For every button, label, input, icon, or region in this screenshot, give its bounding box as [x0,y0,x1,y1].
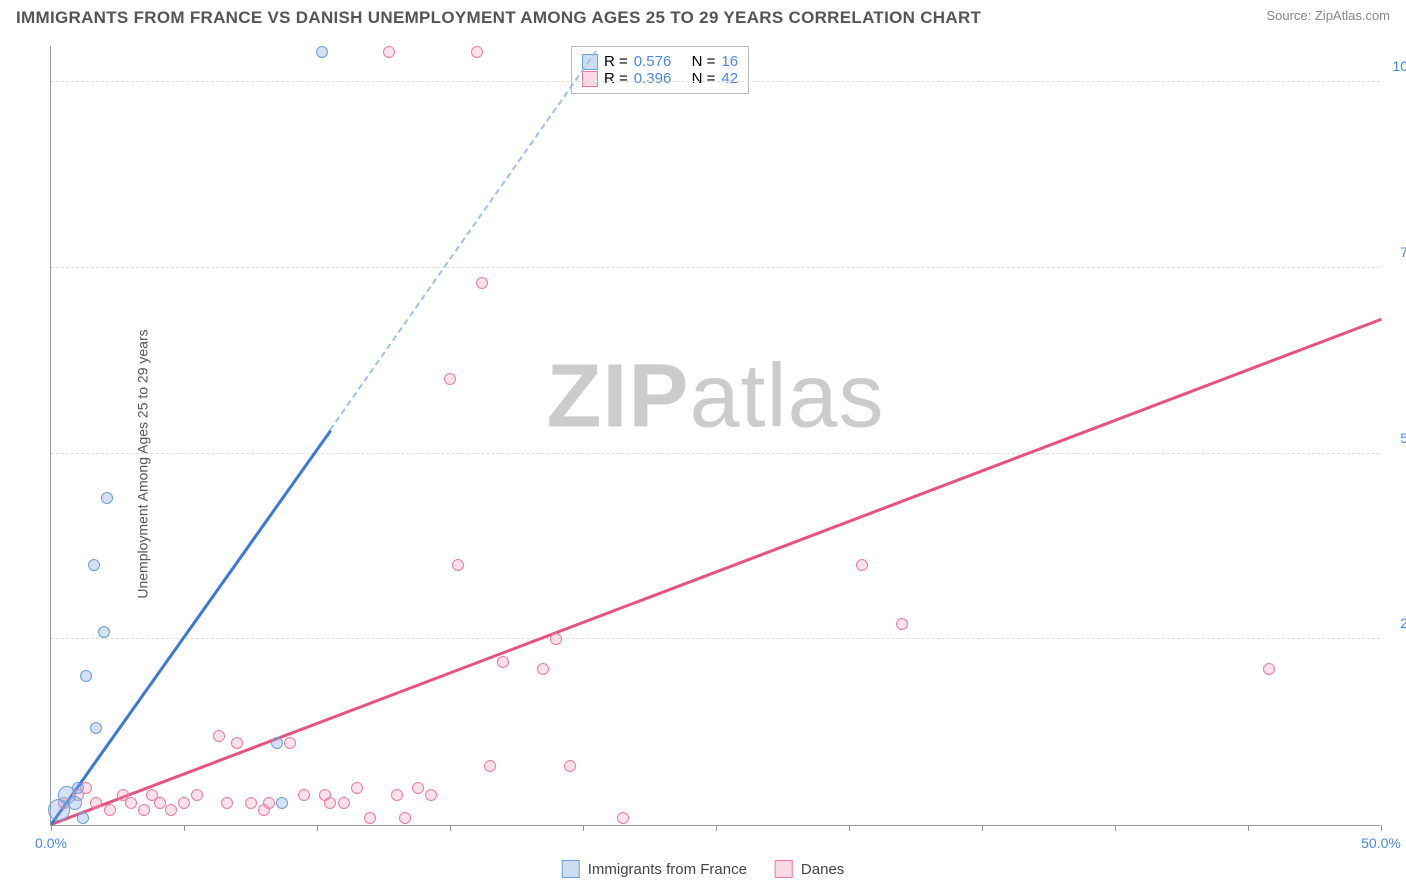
legend-series: Immigrants from France Danes [562,860,845,878]
data-point [90,797,102,809]
data-point [497,656,509,668]
data-point [476,277,488,289]
trend-line [329,51,597,431]
legend-swatch-blue [562,860,580,878]
data-point [351,782,363,794]
trend-line [50,429,331,824]
legend-swatch-pink [775,860,793,878]
gridline [51,81,1380,82]
plot-area: ZIPatlas R = 0.576 N = 16 R = 0.396 N = … [50,46,1380,826]
data-point [896,618,908,630]
watermark: ZIPatlas [546,345,884,448]
x-tick [1381,825,1382,831]
data-point [104,804,116,816]
data-point [72,782,84,794]
data-point [484,760,496,772]
data-point [276,797,288,809]
trend-line [51,317,1382,824]
data-point [80,670,92,682]
data-point [1263,663,1275,675]
data-point [391,789,403,801]
data-point [98,626,110,638]
x-tick [716,825,717,831]
data-point [165,804,177,816]
data-point [399,812,411,824]
data-point [271,737,283,749]
y-tick-label: 75.0% [1385,244,1406,260]
data-point [452,559,464,571]
y-tick-label: 25.0% [1385,615,1406,631]
y-tick-label: 100.0% [1385,58,1406,74]
x-tick [583,825,584,831]
data-point [213,730,225,742]
x-tick-label: 50.0% [1361,835,1401,851]
x-tick [849,825,850,831]
data-point [101,492,113,504]
x-tick [450,825,451,831]
data-point [245,797,257,809]
x-tick [317,825,318,831]
data-point [383,46,395,58]
data-point [471,46,483,58]
legend-correlation: R = 0.576 N = 16 R = 0.396 N = 42 [571,46,749,94]
data-point [412,782,424,794]
data-point [338,797,350,809]
source-label: Source: ZipAtlas.com [1266,8,1390,23]
data-point [537,663,549,675]
gridline [51,638,1380,639]
legend-label: Immigrants from France [588,861,747,878]
data-point [191,789,203,801]
data-point [231,737,243,749]
data-point [364,812,376,824]
x-tick-label: 0.0% [35,835,67,851]
x-tick [51,825,52,831]
gridline [51,453,1380,454]
data-point [425,789,437,801]
legend-label: Danes [801,861,844,878]
x-tick [1115,825,1116,831]
x-tick [184,825,185,831]
data-point [221,797,233,809]
data-point [564,760,576,772]
data-point [284,737,296,749]
y-tick-label: 50.0% [1385,430,1406,446]
gridline [51,267,1380,268]
chart-title: IMMIGRANTS FROM FRANCE VS DANISH UNEMPLO… [16,8,981,28]
data-point [617,812,629,824]
data-point [444,373,456,385]
chart-container: Unemployment Among Ages 25 to 29 years Z… [0,36,1406,892]
data-point [125,797,137,809]
data-point [550,633,562,645]
data-point [856,559,868,571]
data-point [90,722,102,734]
data-point [263,797,275,809]
data-point [298,789,310,801]
x-tick [1248,825,1249,831]
data-point [88,559,100,571]
data-point [316,46,328,58]
data-point [77,812,89,824]
data-point [324,797,336,809]
data-point [68,796,82,810]
data-point [138,804,150,816]
data-point [178,797,190,809]
legend-swatch-pink [582,71,598,87]
x-tick [982,825,983,831]
